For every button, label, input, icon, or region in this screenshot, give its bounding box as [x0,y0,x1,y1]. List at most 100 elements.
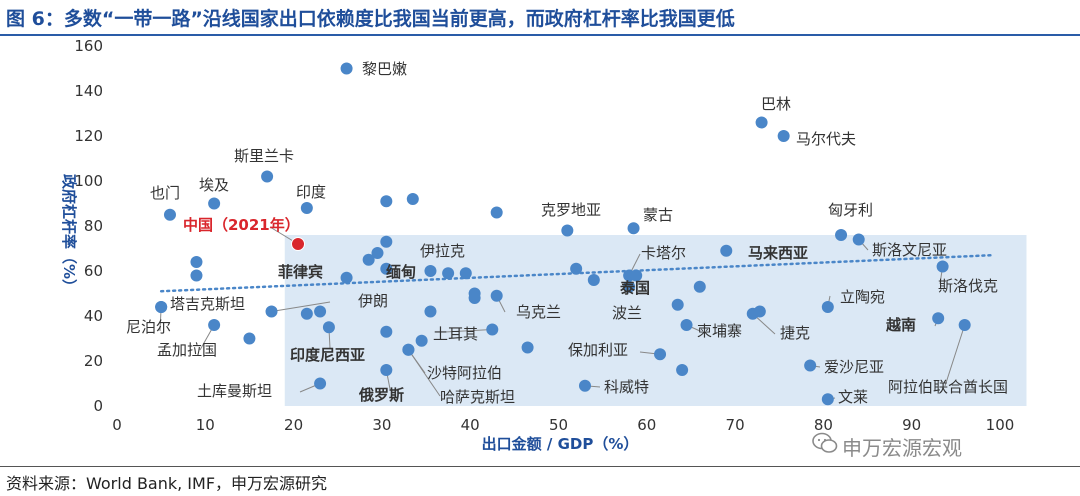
data-point [442,267,455,280]
y-tick-label: 160 [74,37,103,55]
data-point [190,269,203,282]
data-point [406,193,419,205]
y-tick-label: 140 [74,82,103,100]
y-tick-label: 60 [84,262,103,280]
data-point [261,170,274,183]
point-label: 尼泊尔 [126,318,171,336]
data-point [671,298,684,311]
point-label: 俄罗斯 [358,386,404,404]
leader-line [444,329,493,333]
data-point [755,116,768,129]
point-label: 匈牙利 [828,201,873,219]
data-point [380,325,393,338]
data-point [340,271,353,284]
data-point [300,202,313,214]
data-point [753,305,766,318]
data-point [486,323,499,336]
data-point [415,334,428,347]
data-point [958,319,971,331]
leader-line [944,324,966,387]
point-label: 印度 [296,183,326,201]
data-point [340,62,353,75]
y-axis-label: 政府杠杆率（%） [60,174,78,294]
point-label: 柬埔寨 [697,322,742,340]
data-point [314,377,327,390]
data-point [459,267,472,280]
point-label: 印度尼西亚 [290,346,365,364]
y-tick-label: 100 [74,172,103,190]
data-point [676,364,689,376]
data-point [402,343,415,356]
data-point [627,222,640,235]
data-point [587,274,600,286]
data-point [490,206,503,219]
x-tick-label: 40 [461,416,480,434]
point-label: 伊朗 [358,292,388,310]
point-label: 马来西亚 [748,244,808,262]
y-tick-label: 20 [84,352,103,370]
x-axis-label: 出口金额 / GDP（%） [482,435,639,453]
y-tick-label: 80 [84,217,103,235]
point-label: 泰国 [619,279,650,297]
data-point [936,260,949,273]
point-label: 捷克 [780,324,810,342]
point-label: 斯洛文尼亚 [872,241,947,259]
point-label: 孟加拉国 [157,341,217,359]
data-point [578,379,591,392]
point-label: 斯洛伐克 [938,277,998,295]
data-point [561,224,574,237]
point-label: 埃及 [199,176,229,194]
x-tick-label: 50 [549,416,568,434]
data-point [468,292,481,304]
point-label: 爱沙尼亚 [824,358,884,376]
axes-layer: 0 10 20 30 40 50 60 70 80 90 100 0 20 40 60 80 100 120 140… [74,37,1014,434]
data-point [208,197,221,210]
point-label: 中国（2021年） [183,216,300,234]
data-point [777,130,790,142]
data-point [570,262,583,275]
data-point [190,256,203,268]
point-label: 越南 [885,316,916,334]
leader-line [271,301,331,312]
point-label: 伊拉克 [420,242,465,260]
data-point [720,244,733,257]
x-tick-label: 90 [902,416,921,434]
point-label: 塔吉克斯坦 [170,295,245,313]
y-tick-label: 0 [93,397,103,415]
data-point [322,321,335,334]
x-tick-label: 100 [986,416,1015,434]
point-label: 蒙古 [643,206,673,224]
wechat-icon [812,432,838,453]
data-point [804,359,817,372]
data-point [380,235,393,248]
chart-title: 图 6：多数“一带一路”沿线国家出口依赖度比我国当前更高，而政府杠杆率比我国更低 [6,8,735,30]
watermark-text: 申万宏源宏观 [842,436,962,460]
x-tick-label: 70 [726,416,745,434]
shaded-region [284,235,1027,406]
point-label: 卡塔尔 [641,244,686,262]
point-label: 科威特 [604,378,649,396]
x-tick-label: 30 [372,416,391,434]
point-label: 土库曼斯坦 [197,382,272,400]
point-label: 马尔代夫 [796,130,856,148]
data-point [155,301,168,313]
data-point [521,341,534,354]
point-label: 立陶宛 [840,288,885,306]
data-point [163,208,176,221]
point-label: 黎巴嫩 [362,60,407,78]
data-point [835,229,848,241]
x-tick-label: 10 [196,416,215,434]
scatter-chart: 0 10 20 30 40 50 60 70 80 90 100 0 20 40 60 80 100 120 140… [60,37,1027,453]
data-point [654,348,667,361]
data-point [380,364,393,376]
point-label: 也门 [150,184,180,202]
point-label: 哈萨克斯坦 [440,388,515,406]
point-label: 巴林 [761,95,791,113]
data-point [380,262,393,275]
points-layer [155,62,971,406]
data-point [362,253,375,266]
data-point [693,280,706,293]
data-point [314,305,327,318]
point-label: 菲律宾 [278,263,323,281]
